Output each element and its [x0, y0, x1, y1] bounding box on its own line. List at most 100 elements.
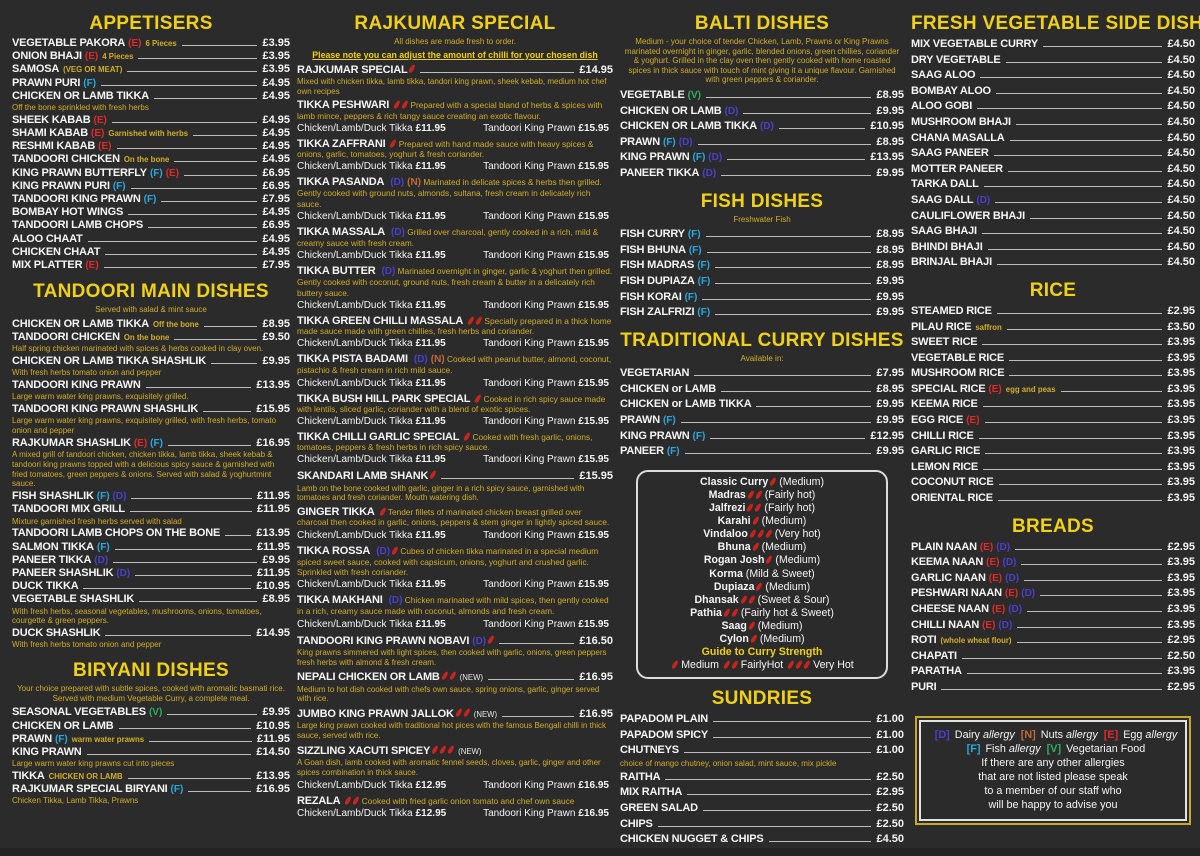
menu-item-jumbo-king-prawn-jallok: JUMBO KING PRAWN JALLOK (NEW) £16.95 Large …	[297, 708, 613, 741]
item-price: £2.50	[1167, 649, 1195, 662]
curry-type-dhansak: Dhansak (Sweet & Sour)	[644, 594, 880, 607]
item-name: TIKKA	[12, 770, 45, 783]
item-note: warm water prawns	[71, 734, 145, 744]
allergen-code-D: (D)	[708, 152, 723, 164]
item-price: £9.95	[876, 398, 904, 411]
dotted-leader-line	[211, 363, 258, 365]
item-name: CHIPS	[620, 817, 653, 830]
item-price: £3.95	[1167, 429, 1195, 442]
chilli-icon	[429, 470, 437, 480]
item-name: JUMBO KING PRAWN JALLOK	[297, 708, 454, 721]
allergen-code-V: (V)	[687, 89, 701, 101]
variant-price-left: Chicken/Lamb/Duck Tikka £11.95	[297, 415, 446, 428]
dotted-leader-line	[174, 339, 258, 341]
dotted-leader-line	[499, 642, 575, 644]
curry-type-bhuna: Bhuna (Medium)	[644, 541, 880, 554]
item-description-inline: Prepared with hand made sauce with heavy…	[297, 138, 594, 159]
item-name: ONION BHAJI	[12, 50, 82, 63]
variant-label: Chicken/Lamb/Duck Tikka	[297, 250, 413, 262]
item-price: £9.95	[876, 445, 904, 458]
item-new-tag: (NEW)	[459, 673, 484, 683]
item-price: £13.95	[256, 770, 290, 783]
chilli-icon	[447, 744, 455, 755]
item-description: Off the bone sprinkled with fresh herbs	[12, 103, 149, 113]
curry-type-classic-curry: Classic Curry (Medium)	[644, 476, 880, 489]
item-price: £3.95	[1167, 571, 1195, 584]
curry-name: Rogan Josh	[703, 554, 765, 567]
menu-item-saag-paneer: SAAG PANEER £4.50	[911, 146, 1195, 162]
curry-type-vindaloo: Vindaloo (Very hot)	[644, 528, 880, 541]
item-name: FISH BHUNA	[620, 243, 686, 256]
item-price: £16.95	[256, 436, 290, 449]
item-name: BRINJAL BHAJI	[911, 256, 992, 269]
item-note: On the bone	[123, 155, 170, 165]
item-price: £8.95	[876, 228, 904, 241]
section-subtitle: Please note you can adjust the amount of…	[312, 49, 598, 60]
item-name: TIKKA BUTTER	[297, 265, 376, 278]
variant-price-right: Tandoori King Prawn £15.95	[483, 529, 609, 542]
dotted-leader-line	[982, 344, 1163, 346]
item-price: £4.50	[876, 833, 904, 846]
section-rice: RICE STEAMED RICE £2.95 PILAU RICE saffron £3…	[911, 279, 1195, 507]
section-title-rajkumar-special: RAJKUMAR SPECIAL	[354, 13, 556, 34]
menu-item-tikka: TIKKA CHICKEN OR LAMB £13.95	[12, 770, 290, 783]
curry-strength: (Very hot)	[771, 528, 821, 541]
item-name: KING PRAWN	[12, 746, 82, 759]
item-name: VEGETABLE SHASHLIK	[12, 593, 135, 606]
menu-column-4: FRESH VEGETABLE SIDE DISHES MIX VEGETABLE…	[911, 12, 1200, 856]
item-price: £3.95	[1167, 367, 1195, 380]
item-name: DUCK SHASHLIK	[12, 627, 101, 640]
item-name: CHICKEN OR LAMB TIKKA SHASHLIK	[12, 355, 207, 368]
variant-price: £12.95	[415, 808, 447, 820]
allergy-label: Vegetarian Food	[1063, 742, 1146, 755]
item-name: TANDOORI KING PRAWN SHASHLIK	[12, 403, 199, 416]
item-price: £4.50	[1167, 240, 1195, 253]
menu-item-fish-zalfrizi: FISH ZALFRIZI (F) £9.95	[620, 305, 904, 321]
item-price: £9.95	[262, 553, 290, 566]
variant-label: Chicken/Lamb/Duck Tikka	[297, 416, 413, 428]
item-name: TARKA DALL	[911, 178, 979, 191]
chilli-icon	[795, 659, 803, 670]
variant-price: £15.95	[578, 579, 609, 591]
allergen-code-D: (D)	[94, 554, 109, 566]
item-name: TANDOORI KING PRAWN NOBAVI	[297, 634, 470, 647]
allergen-code-D: (D)	[112, 491, 127, 503]
item-description-inline: Cooked with peanut butter, almond, cocon…	[297, 354, 612, 376]
item-price: £9.95	[876, 414, 904, 427]
curry-type-karahi: Karahi (Medium)	[644, 515, 880, 528]
allergen-code-F: (F)	[96, 541, 110, 553]
allergen-code-F: (F)	[697, 275, 711, 287]
variant-price: £11.95	[415, 210, 446, 222]
item-description: With fresh herbs tomato onion and pepper	[12, 640, 162, 650]
item-price: £3.95	[1167, 445, 1195, 458]
dotted-leader-line	[167, 444, 252, 446]
dotted-leader-line	[984, 422, 1163, 424]
variant-label: Tandoori King Prawn	[483, 122, 576, 134]
variant-label: Chicken/Lamb/Duck Tikka	[297, 529, 413, 541]
variant-price: £16.95	[578, 779, 609, 791]
item-name: RAJKUMAR SPECIAL BIRYANI	[12, 783, 168, 796]
menu-item-saag-dall: SAAG DALL (D) £4.50	[911, 193, 1195, 209]
menu-item-cauliflower-bhaji: CAULIFLOWER BHAJI £4.50	[911, 209, 1195, 225]
variant-label: Chicken/Lamb/Duck Tikka	[297, 618, 413, 630]
variant-label: Chicken/Lamb/Duck Tikka	[297, 808, 413, 820]
allergen-code-D: (D)	[1002, 557, 1017, 569]
item-price: £3.95	[1167, 603, 1195, 615]
item-price: £8.95	[876, 243, 904, 256]
item-price: £14.95	[256, 627, 290, 640]
menu-item-ginger-tikka: GINGER TIKKA Tender fillets of marinated…	[297, 507, 613, 541]
variant-price: £15.95	[578, 377, 609, 389]
item-name: RAITHA	[620, 770, 661, 783]
variant-price: £11.95	[415, 579, 446, 591]
dotted-leader-line	[1008, 359, 1163, 361]
item-price: £3.95	[262, 37, 290, 49]
allergy-suffix: allergy	[1065, 728, 1098, 741]
dotted-leader-line	[997, 500, 1163, 502]
dotted-leader-line	[1027, 611, 1163, 612]
curry-strength: (Medium)	[756, 632, 805, 645]
guide-very-hot: Very Hot	[786, 659, 854, 671]
dotted-leader-line	[714, 267, 872, 269]
menu-item-paneer-tikka: PANEER TIKKA (D) £9.95	[12, 554, 290, 567]
dotted-leader-line	[665, 778, 872, 780]
item-heading: TIKKA PISTA BADAMI (D) (N) Cooked with pea…	[297, 354, 613, 376]
